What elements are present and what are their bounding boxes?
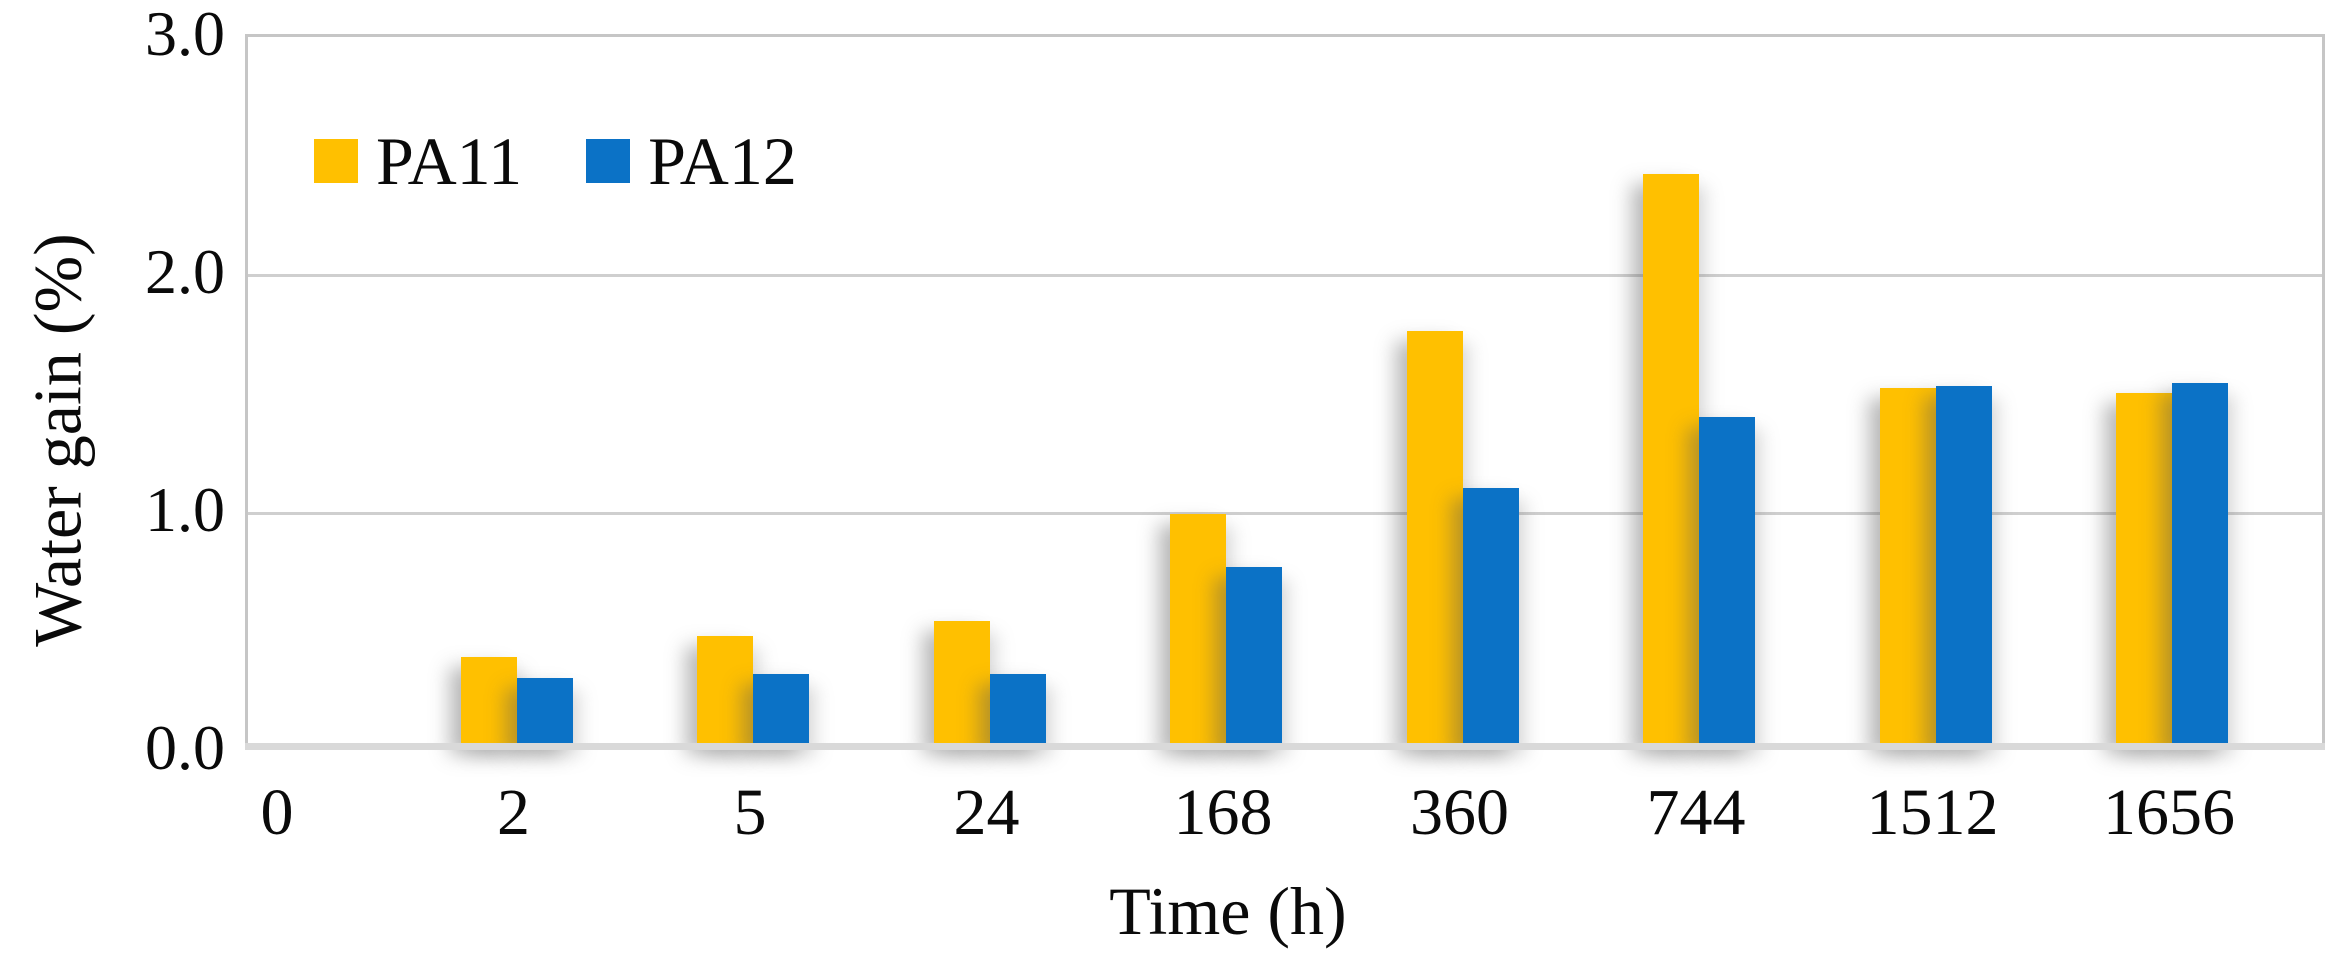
x-tick-1512: 1512 xyxy=(1866,776,1999,849)
bar-pa12-360h xyxy=(1462,487,1519,745)
x-tick-2: 2 xyxy=(497,776,530,849)
x-tick-1656: 1656 xyxy=(2103,776,2235,849)
bar-pa12-2h xyxy=(516,678,573,745)
y-axis-title: Water gain (%) xyxy=(19,233,98,647)
legend-label-pa12: PA12 xyxy=(648,123,797,199)
bar-pa12-744h xyxy=(1699,416,1755,745)
bar-pa12-5h xyxy=(753,673,809,745)
bar-pa11-5h xyxy=(697,635,753,745)
bar-pa11-168h xyxy=(1170,514,1226,745)
bar-pa12-168h xyxy=(1226,566,1282,745)
x-tick-5: 5 xyxy=(733,776,767,849)
y-tick-3.0: 3.0 xyxy=(145,0,225,69)
bar-pa11-360h xyxy=(1406,330,1463,745)
legend-swatch-pa11 xyxy=(314,139,358,183)
x-tick-24: 24 xyxy=(953,776,1020,849)
y-tick-2.0: 2.0 xyxy=(145,236,225,307)
bar-pa12-1656h xyxy=(2172,383,2228,745)
legend-label-pa11: PA11 xyxy=(376,123,523,199)
y-tick-0.0: 0.0 xyxy=(145,712,225,783)
bar-pa11-1512h xyxy=(1879,388,1936,745)
x-tick-744: 744 xyxy=(1646,776,1746,849)
legend-swatch-pa12 xyxy=(586,139,631,183)
plot-area: PA11 PA12 xyxy=(245,34,2325,750)
x-tick-360: 360 xyxy=(1410,776,1509,849)
bar-pa11-744h xyxy=(1643,173,1699,745)
x-tick-168: 168 xyxy=(1173,776,1273,849)
y-tick-1.0: 1.0 xyxy=(145,474,225,545)
x-axis-title: Time (h) xyxy=(1109,873,1347,949)
bar-pa11-24h xyxy=(933,621,990,745)
bar-pa11-1656h xyxy=(2116,392,2172,745)
legend: PA11 PA12 xyxy=(314,127,797,195)
gridline-1.0 xyxy=(248,511,2322,515)
gridline-2.0 xyxy=(248,273,2322,277)
x-tick-0: 0 xyxy=(260,776,294,849)
bar-pa11-2h xyxy=(460,656,517,745)
legend-item-pa12: PA12 xyxy=(586,127,797,195)
x-axis-baseline xyxy=(245,743,2325,750)
bar-pa12-24h xyxy=(989,673,1046,745)
legend-item-pa11: PA11 xyxy=(314,127,522,195)
bar-pa12-1512h xyxy=(1935,385,1992,745)
